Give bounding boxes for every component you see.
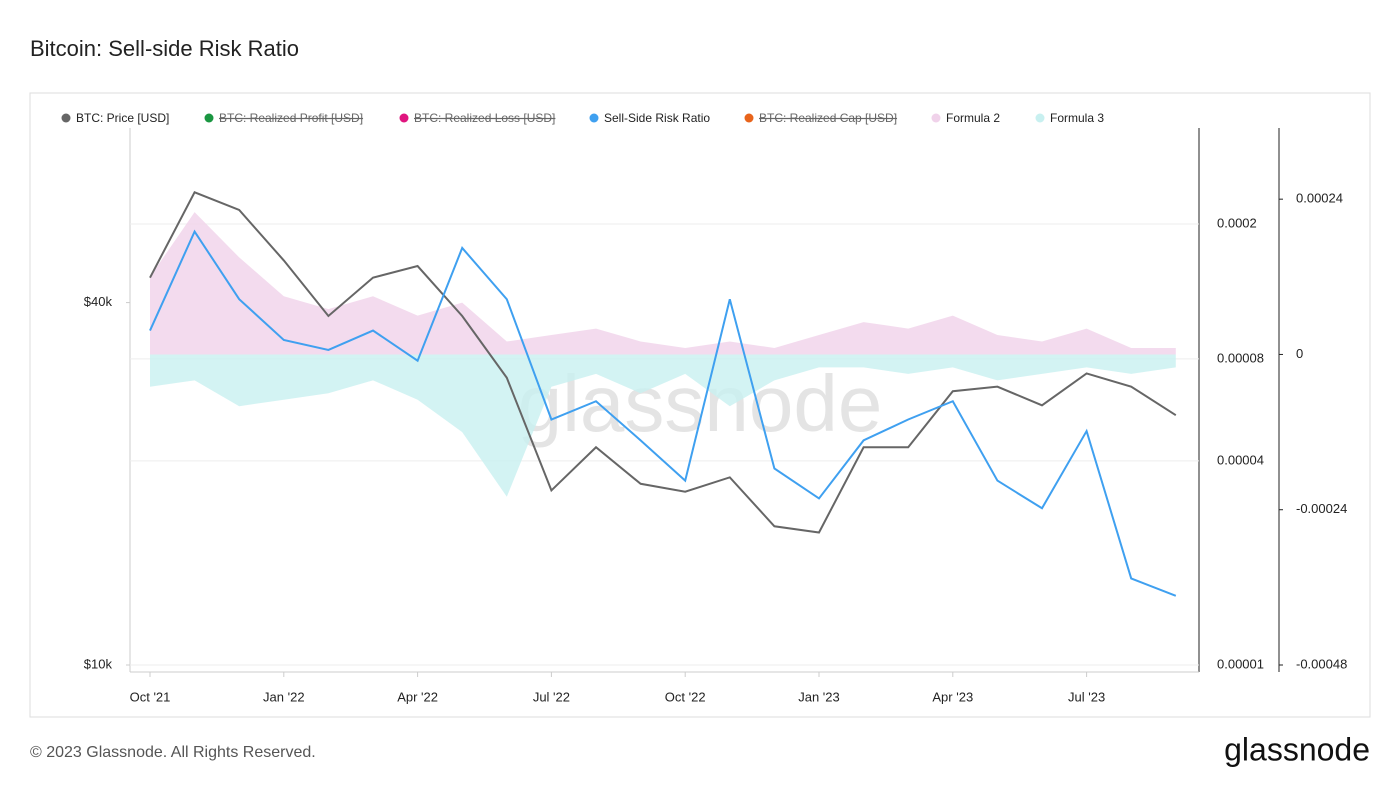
legend-label[interactable]: BTC: Realized Cap [USD] bbox=[759, 111, 897, 125]
line bbox=[149, 191, 1177, 534]
y3-tick-label: 0 bbox=[1296, 346, 1303, 361]
y-tick-label: $10k bbox=[84, 656, 113, 671]
legend-label[interactable]: BTC: Realized Profit [USD] bbox=[219, 111, 363, 125]
x-tick-label: Oct '22 bbox=[665, 689, 706, 704]
line bbox=[149, 229, 1177, 597]
legend-marker bbox=[589, 113, 599, 123]
y-tick-label: $40k bbox=[84, 294, 113, 309]
y3-tick-label: -0.00048 bbox=[1296, 656, 1347, 671]
chart-title: Bitcoin: Sell-side Risk Ratio bbox=[30, 36, 299, 61]
chart-frame bbox=[29, 92, 1371, 718]
legend-marker bbox=[1035, 113, 1045, 123]
x-tick-label: Apr '23 bbox=[932, 689, 973, 704]
area bbox=[150, 212, 1176, 355]
y2-tick-label: 0.00008 bbox=[1217, 350, 1264, 365]
x-tick-label: Jul '23 bbox=[1068, 689, 1105, 704]
legend-label[interactable]: Formula 2 bbox=[946, 111, 1000, 125]
legend-label[interactable]: Formula 3 bbox=[1050, 111, 1104, 125]
x-tick-label: Jul '22 bbox=[533, 689, 570, 704]
x-tick-label: Apr '22 bbox=[397, 689, 438, 704]
legend-label[interactable]: BTC: Price [USD] bbox=[76, 111, 169, 125]
y3-tick-label: 0.00024 bbox=[1296, 191, 1343, 206]
legend-label[interactable]: Sell-Side Risk Ratio bbox=[604, 111, 710, 125]
x-tick-label: Jan '23 bbox=[798, 689, 840, 704]
logo: glassnode bbox=[1224, 731, 1370, 767]
legend-label[interactable]: BTC: Realized Loss [USD] bbox=[414, 111, 555, 125]
legend-marker bbox=[399, 113, 409, 123]
footer: © 2023 Glassnode. All Rights Reserved. bbox=[30, 744, 316, 761]
y2-tick-label: 0.00004 bbox=[1217, 452, 1264, 467]
legend-marker bbox=[61, 113, 71, 123]
y2-tick-label: 0.0002 bbox=[1217, 215, 1257, 230]
legend-marker bbox=[204, 113, 214, 123]
area bbox=[150, 354, 1176, 497]
legend-marker bbox=[931, 113, 941, 123]
x-tick-label: Jan '22 bbox=[263, 689, 305, 704]
y3-tick-label: -0.00024 bbox=[1296, 501, 1347, 516]
y2-tick-label: 0.00001 bbox=[1217, 656, 1264, 671]
legend-marker bbox=[744, 113, 754, 123]
x-tick-label: Oct '21 bbox=[130, 689, 171, 704]
